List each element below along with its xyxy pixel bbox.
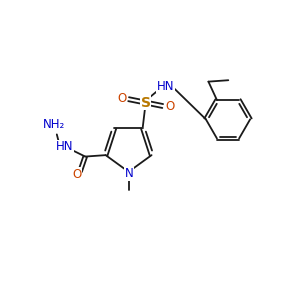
Text: S: S [141, 96, 151, 110]
Text: HN: HN [56, 140, 74, 153]
Text: O: O [165, 100, 174, 113]
Text: HN: HN [157, 80, 174, 93]
Text: N: N [125, 167, 134, 180]
Text: O: O [117, 92, 127, 105]
Text: O: O [72, 168, 81, 181]
Text: NH₂: NH₂ [43, 118, 65, 131]
